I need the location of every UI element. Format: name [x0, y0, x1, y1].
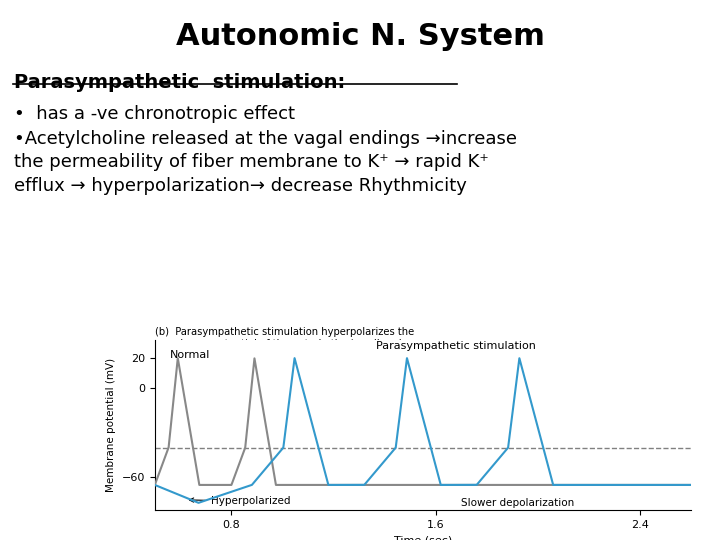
Y-axis label: Membrane potential (mV): Membrane potential (mV)	[106, 358, 116, 492]
Text: Parasympathetic  stimulation:: Parasympathetic stimulation:	[14, 73, 346, 92]
Text: •  has a -ve chronotropic effect: • has a -ve chronotropic effect	[14, 105, 295, 123]
X-axis label: Time (sec): Time (sec)	[394, 536, 452, 540]
Text: Hyperpolarized: Hyperpolarized	[189, 496, 290, 507]
Text: (b)  Parasympathetic stimulation hyperpolarizes the
membrane potential of the au: (b) Parasympathetic stimulation hyperpol…	[155, 327, 414, 361]
Text: Parasympathetic stimulation: Parasympathetic stimulation	[377, 341, 536, 351]
Text: •Acetylcholine released at the vagal endings →increase
the permeability of fiber: •Acetylcholine released at the vagal end…	[14, 130, 518, 195]
Text: Slower depolarization: Slower depolarization	[461, 498, 574, 508]
Text: Autonomic N. System: Autonomic N. System	[176, 22, 544, 51]
Text: Normal: Normal	[171, 350, 211, 360]
